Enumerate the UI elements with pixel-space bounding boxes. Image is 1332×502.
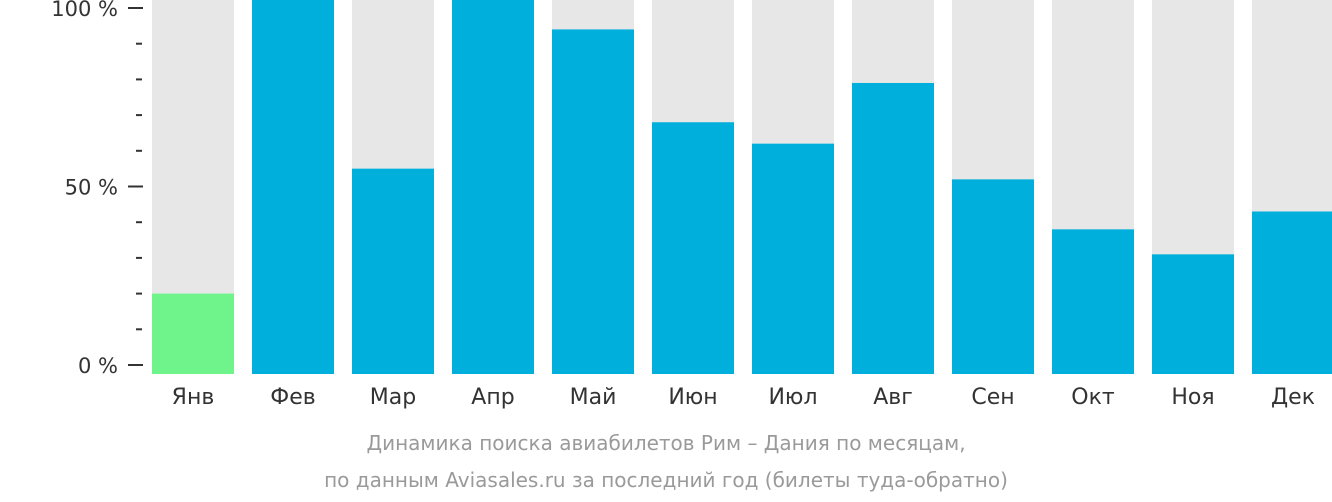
y-tick-label: 50 % xyxy=(65,176,118,200)
x-tick-label: Авг xyxy=(873,385,913,410)
data-bars xyxy=(152,0,1332,375)
bar-7 xyxy=(752,143,834,374)
y-axis: 0 % 50 % 100 % xyxy=(51,0,143,378)
x-tick-label: Май xyxy=(570,385,617,410)
bar-6 xyxy=(652,122,734,375)
x-tick-label: Апр xyxy=(471,385,514,410)
bar-2 xyxy=(252,0,334,374)
bar-chart: 0 % 50 % 100 % Янв Фев Мар Апр Май Июн Июл Авг Сен… xyxy=(51,0,1332,410)
x-axis: Янв Фев Мар Апр Май Июн Июл Авг Сен Окт Ноя Дек xyxy=(172,385,1315,410)
x-tick-label: Ноя xyxy=(1171,385,1214,410)
bar-9 xyxy=(952,179,1034,374)
chart-caption-line-2: по данным Aviasales.ru за последний год … xyxy=(324,468,1008,492)
bar-5 xyxy=(552,29,634,374)
x-tick-label: Июн xyxy=(668,385,717,410)
bar-3 xyxy=(352,168,434,374)
bar-1 xyxy=(152,293,234,374)
x-tick-label: Окт xyxy=(1071,385,1115,410)
y-tick-label: 100 % xyxy=(51,0,118,21)
x-tick-label: Мар xyxy=(370,385,416,410)
chart-caption-line-1: Динамика поиска авиабилетов Рим – Дания … xyxy=(366,431,966,455)
x-tick-label: Дек xyxy=(1271,385,1315,410)
bar-8 xyxy=(852,82,934,374)
bar-12 xyxy=(1252,211,1332,374)
bar-4 xyxy=(452,0,534,374)
x-tick-label: Янв xyxy=(172,385,215,410)
y-tick-label: 0 % xyxy=(78,354,118,378)
bar-11 xyxy=(1152,254,1234,374)
x-tick-label: Июл xyxy=(768,385,817,410)
x-tick-label: Фев xyxy=(270,385,315,410)
x-tick-label: Сен xyxy=(971,385,1014,410)
bar-10 xyxy=(1052,229,1134,374)
